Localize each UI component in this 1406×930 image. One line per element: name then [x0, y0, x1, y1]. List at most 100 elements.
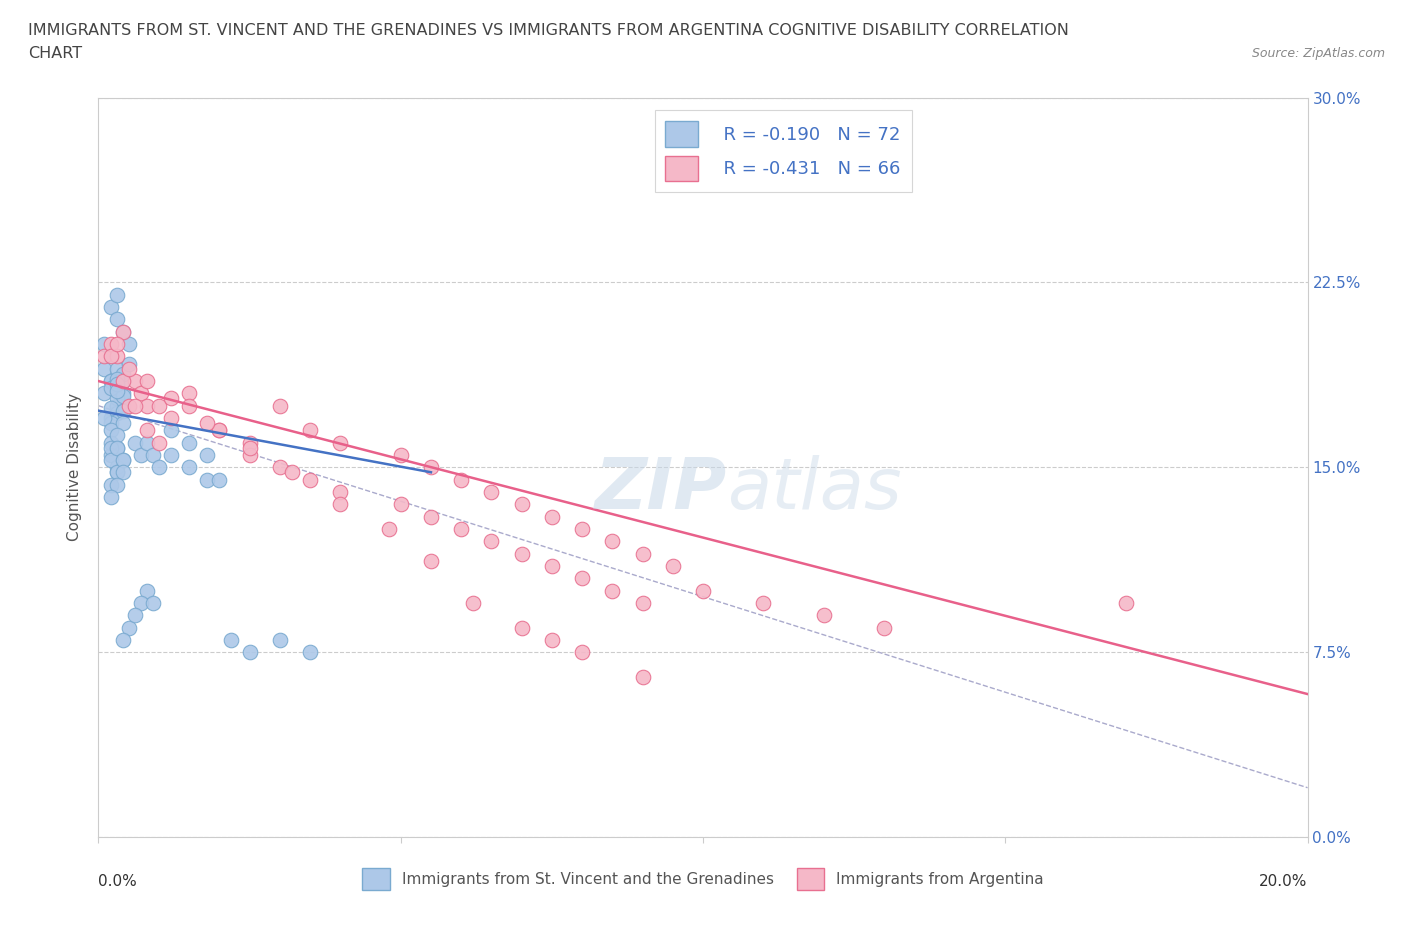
Point	[118, 337, 141, 352]
Point	[93, 361, 115, 376]
Point	[111, 632, 134, 647]
Point	[195, 447, 218, 462]
Point	[142, 595, 165, 610]
Point	[450, 522, 472, 537]
Point	[420, 510, 443, 525]
Point	[100, 374, 122, 389]
Text: 0.0%: 0.0%	[98, 874, 138, 889]
Point	[463, 595, 485, 610]
Point	[540, 632, 562, 647]
Point	[111, 325, 134, 339]
Point	[105, 391, 128, 405]
Text: Source: ZipAtlas.com: Source: ZipAtlas.com	[1251, 46, 1385, 60]
Text: 20.0%: 20.0%	[1260, 874, 1308, 889]
Point	[105, 371, 128, 386]
Point	[602, 534, 624, 549]
Point	[124, 398, 146, 413]
Point	[661, 558, 683, 573]
Point	[269, 632, 291, 647]
Point	[100, 416, 122, 431]
Point	[100, 374, 122, 389]
Point	[571, 571, 593, 586]
Point	[111, 386, 134, 401]
Point	[813, 608, 835, 623]
Point	[105, 428, 128, 443]
Point	[195, 472, 218, 487]
Point	[299, 472, 322, 487]
Point	[269, 398, 291, 413]
Point	[135, 583, 157, 598]
Point	[129, 447, 152, 462]
Point	[111, 325, 134, 339]
Point	[389, 497, 412, 512]
Point	[195, 416, 218, 431]
Point	[208, 423, 231, 438]
Text: atlas: atlas	[727, 455, 901, 524]
Point	[124, 374, 146, 389]
Point	[105, 376, 128, 391]
Point	[111, 366, 134, 381]
Point	[105, 337, 128, 352]
Point	[510, 620, 533, 635]
Point	[239, 447, 262, 462]
Point	[100, 435, 122, 450]
Point	[752, 595, 775, 610]
Point	[160, 391, 183, 405]
Point	[239, 435, 262, 450]
Point	[105, 405, 128, 420]
Point	[329, 435, 352, 450]
Point	[571, 522, 593, 537]
Point	[100, 440, 122, 455]
Point	[160, 423, 183, 438]
Point	[450, 472, 472, 487]
Point	[105, 477, 128, 492]
Point	[105, 460, 128, 474]
Legend: Immigrants from St. Vincent and the Grenadines, Immigrants from Argentina: Immigrants from St. Vincent and the Gren…	[356, 862, 1050, 896]
Point	[105, 440, 128, 455]
Point	[179, 386, 201, 401]
Point	[208, 472, 231, 487]
Point	[111, 453, 134, 468]
Point	[239, 440, 262, 455]
Point	[118, 361, 141, 376]
Point	[179, 460, 201, 474]
Point	[105, 374, 128, 389]
Point	[135, 435, 157, 450]
Point	[269, 460, 291, 474]
Point	[105, 361, 128, 376]
Point	[135, 423, 157, 438]
Point	[208, 423, 231, 438]
Point	[100, 411, 122, 426]
Point	[510, 546, 533, 561]
Point	[602, 583, 624, 598]
Point	[93, 386, 115, 401]
Point	[100, 453, 122, 468]
Point	[179, 398, 201, 413]
Point	[1115, 595, 1137, 610]
Point	[111, 453, 134, 468]
Point	[148, 460, 170, 474]
Point	[239, 644, 262, 659]
Point	[124, 435, 146, 450]
Point	[105, 465, 128, 480]
Point	[481, 534, 503, 549]
Point	[105, 398, 128, 413]
Point	[100, 401, 122, 416]
Point	[571, 644, 593, 659]
Point	[692, 583, 714, 598]
Point	[118, 398, 141, 413]
Point	[93, 349, 115, 364]
Point	[389, 447, 412, 462]
Point	[93, 337, 115, 352]
Point	[111, 404, 134, 418]
Point	[111, 374, 134, 389]
Point	[142, 447, 165, 462]
Point	[631, 595, 654, 610]
Point	[281, 465, 304, 480]
Point	[111, 389, 134, 404]
Point	[631, 670, 654, 684]
Point	[148, 435, 170, 450]
Point	[105, 398, 128, 413]
Point	[105, 349, 128, 364]
Text: ZIP: ZIP	[595, 455, 727, 524]
